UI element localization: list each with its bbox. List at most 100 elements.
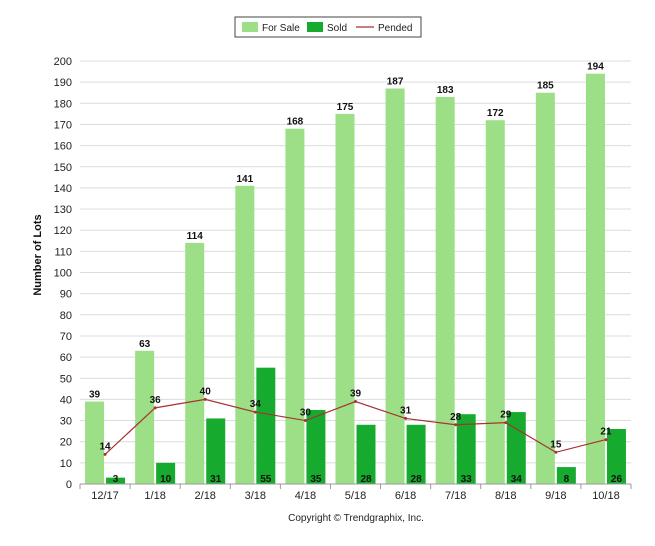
- bar-sold: [456, 414, 476, 484]
- pended-point: [103, 452, 107, 456]
- data-label-pended: 28: [450, 412, 462, 423]
- y-tick-label: 80: [60, 310, 72, 322]
- data-label-sold: 35: [310, 474, 322, 485]
- bar-for-sale: [435, 96, 455, 484]
- y-tick-label: 0: [66, 479, 72, 491]
- x-tick-label: 3/18: [245, 490, 266, 502]
- bar-sold: [156, 462, 176, 484]
- y-tick-label: 120: [54, 225, 72, 237]
- data-label-pended: 29: [500, 410, 512, 421]
- data-label-sold: 31: [210, 474, 222, 485]
- bar-sold: [606, 429, 626, 484]
- y-tick-label: 70: [60, 331, 72, 343]
- data-label-sold: 26: [611, 474, 623, 485]
- data-labels: 3936310114311415516835175281872818333172…: [89, 62, 622, 485]
- y-tick-label: 180: [54, 98, 72, 110]
- bar-for-sale: [385, 88, 405, 485]
- y-tick-label: 20: [60, 437, 72, 449]
- data-label-for-sale: 185: [537, 81, 554, 92]
- pended-point: [554, 450, 558, 454]
- data-label-for-sale: 183: [437, 85, 454, 96]
- data-label-pended: 31: [400, 405, 412, 416]
- data-label-for-sale: 141: [236, 174, 253, 185]
- bar-sold: [306, 409, 326, 484]
- data-label-sold: 28: [411, 474, 423, 485]
- data-label-for-sale: 187: [387, 76, 404, 87]
- data-label-for-sale: 39: [89, 390, 101, 401]
- bar-sold: [556, 467, 576, 484]
- pended-line: [103, 397, 608, 456]
- y-tick-label: 140: [54, 183, 72, 195]
- bar-for-sale: [285, 128, 305, 484]
- data-label-pended: 14: [99, 441, 111, 452]
- y-tick-label: 40: [60, 394, 72, 406]
- x-tick-label: 8/18: [495, 490, 516, 502]
- pended-series-line: [104, 398, 607, 455]
- bar-for-sale: [485, 120, 505, 484]
- x-tick-label: 9/18: [545, 490, 566, 502]
- bar-sold: [106, 477, 126, 484]
- pended-point: [153, 406, 157, 410]
- y-axis-label: Number of Lots: [32, 214, 44, 295]
- bar-sold: [506, 412, 526, 484]
- bar-sold: [256, 367, 276, 484]
- legend-label-for-sale: For Sale: [262, 23, 300, 34]
- y-tick-label: 200: [54, 56, 72, 68]
- data-label-sold: 33: [461, 474, 473, 485]
- legend-swatch-sold: [307, 22, 323, 32]
- pended-point: [253, 410, 257, 414]
- x-tick-label: 4/18: [295, 490, 316, 502]
- bar-sold: [406, 424, 426, 484]
- bar-for-sale: [535, 92, 555, 484]
- pended-point: [404, 416, 408, 420]
- data-label-sold: 55: [260, 474, 272, 485]
- bars: [85, 73, 626, 485]
- data-label-sold: 34: [511, 474, 523, 485]
- bar-for-sale: [585, 73, 605, 484]
- y-tick-label: 170: [54, 119, 72, 131]
- y-tick-label: 130: [54, 204, 72, 216]
- x-tick-label: 10/18: [592, 490, 620, 502]
- x-tick-label: 6/18: [395, 490, 416, 502]
- y-tick-label: 10: [60, 458, 72, 470]
- x-tick-label: 2/18: [195, 490, 216, 502]
- legend-swatch-for-sale: [242, 22, 258, 32]
- data-label-for-sale: 114: [187, 231, 204, 242]
- data-label-pended: 21: [600, 427, 612, 438]
- y-tick-label: 150: [54, 162, 72, 174]
- x-tick-label: 7/18: [445, 490, 466, 502]
- data-label-pended: 39: [350, 389, 362, 400]
- axes: 0 10 20 30 40 50 60 70 80 90 100 110 120 130 140 150 160…: [54, 56, 632, 502]
- x-tick-label: 1/18: [144, 490, 165, 502]
- legend-box: [234, 16, 422, 38]
- bar-for-sale: [235, 185, 255, 484]
- data-label-pended: 40: [200, 386, 212, 397]
- y-tick-label: 50: [60, 373, 72, 385]
- data-label-for-sale: 194: [587, 62, 604, 73]
- data-label-sold: 8: [564, 474, 570, 485]
- pended-point: [303, 419, 307, 423]
- legend: For Sale Sold Pended: [234, 16, 422, 38]
- data-label-pended: 36: [150, 395, 162, 406]
- x-tick-label: 5/18: [345, 490, 366, 502]
- pended-point: [604, 438, 608, 442]
- pended-point: [203, 397, 207, 401]
- y-tick-label: 190: [54, 77, 72, 89]
- data-label-for-sale: 175: [337, 102, 354, 113]
- bar-for-sale: [85, 401, 105, 484]
- data-label-sold: 3: [113, 474, 119, 485]
- y-tick-label: 30: [60, 416, 72, 428]
- x-tick-label: 12/17: [91, 490, 119, 502]
- data-label-for-sale: 168: [287, 117, 304, 128]
- y-tick-label: 160: [54, 141, 72, 153]
- legend-label-sold: Sold: [327, 23, 347, 34]
- bar-for-sale: [335, 113, 355, 484]
- data-label-pended: 34: [250, 399, 262, 410]
- pended-point: [454, 423, 458, 427]
- data-label-for-sale: 63: [139, 339, 151, 350]
- bar-sold: [356, 424, 376, 484]
- data-label-pended: 15: [550, 439, 562, 450]
- y-tick-label: 90: [60, 289, 72, 301]
- y-tick-label: 110: [54, 246, 72, 258]
